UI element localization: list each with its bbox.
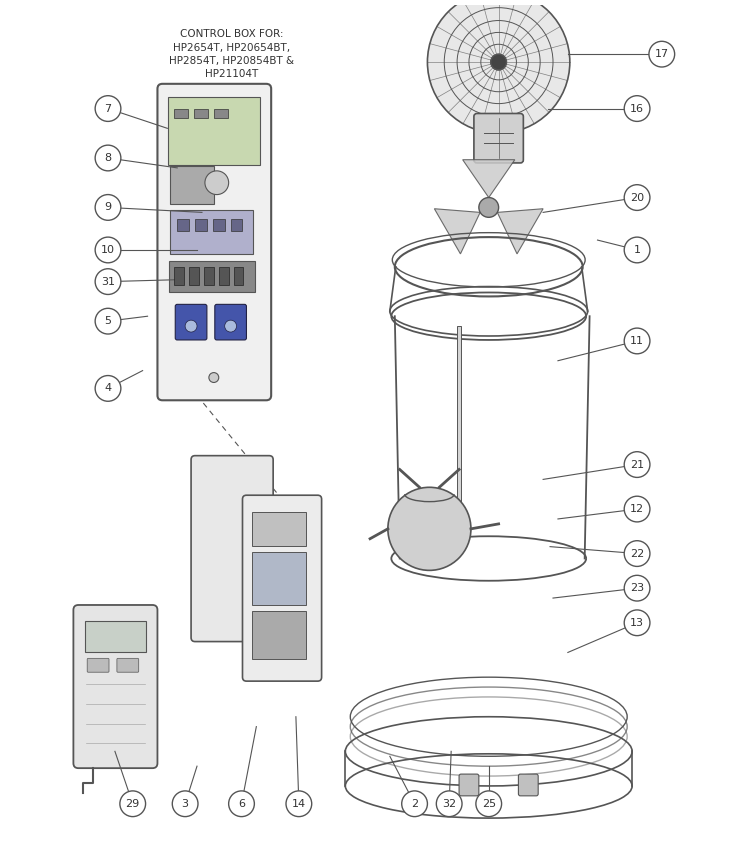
FancyBboxPatch shape xyxy=(214,109,228,118)
Circle shape xyxy=(205,171,229,195)
Text: 9: 9 xyxy=(105,202,111,212)
Text: 14: 14 xyxy=(292,799,306,808)
FancyBboxPatch shape xyxy=(195,219,207,231)
Text: 25: 25 xyxy=(482,799,496,808)
Circle shape xyxy=(649,42,675,67)
FancyBboxPatch shape xyxy=(87,659,109,672)
FancyBboxPatch shape xyxy=(194,109,208,118)
FancyBboxPatch shape xyxy=(170,166,214,205)
FancyBboxPatch shape xyxy=(168,97,260,165)
FancyBboxPatch shape xyxy=(169,261,256,292)
Text: 10: 10 xyxy=(101,245,115,255)
Circle shape xyxy=(476,790,502,817)
Text: 12: 12 xyxy=(630,504,644,514)
FancyBboxPatch shape xyxy=(234,267,244,285)
Text: 23: 23 xyxy=(630,583,644,593)
Circle shape xyxy=(624,610,650,636)
Text: 6: 6 xyxy=(238,799,245,808)
FancyBboxPatch shape xyxy=(117,659,138,672)
FancyBboxPatch shape xyxy=(253,611,306,660)
Text: 20: 20 xyxy=(630,193,644,202)
Text: 3: 3 xyxy=(182,799,189,808)
Circle shape xyxy=(96,195,121,220)
FancyBboxPatch shape xyxy=(174,267,184,285)
Circle shape xyxy=(624,96,650,122)
FancyBboxPatch shape xyxy=(189,267,199,285)
Circle shape xyxy=(96,96,121,122)
Circle shape xyxy=(96,237,121,263)
Circle shape xyxy=(96,145,121,171)
FancyBboxPatch shape xyxy=(474,114,523,163)
Circle shape xyxy=(120,790,146,817)
Circle shape xyxy=(402,790,427,817)
Circle shape xyxy=(209,372,219,382)
Text: 7: 7 xyxy=(105,104,111,114)
Text: 8: 8 xyxy=(105,153,111,163)
Text: 13: 13 xyxy=(630,618,644,628)
Circle shape xyxy=(624,541,650,566)
Circle shape xyxy=(624,496,650,522)
Circle shape xyxy=(624,237,650,263)
FancyBboxPatch shape xyxy=(242,496,322,681)
FancyBboxPatch shape xyxy=(74,605,157,768)
FancyBboxPatch shape xyxy=(219,267,229,285)
Circle shape xyxy=(172,790,198,817)
Text: 29: 29 xyxy=(126,799,140,808)
Text: 32: 32 xyxy=(442,799,456,808)
Circle shape xyxy=(185,320,197,332)
Circle shape xyxy=(624,575,650,601)
Circle shape xyxy=(624,328,650,354)
Text: CONTROL BOX FOR:
HP2654T, HP20654BT,
HP2854T, HP20854BT &
HP21104T: CONTROL BOX FOR: HP2654T, HP20654BT, HP2… xyxy=(169,30,294,79)
Circle shape xyxy=(624,451,650,478)
FancyBboxPatch shape xyxy=(253,552,306,605)
FancyBboxPatch shape xyxy=(253,512,306,546)
Text: 22: 22 xyxy=(630,548,644,558)
Text: 21: 21 xyxy=(630,460,644,469)
Circle shape xyxy=(286,790,312,817)
Circle shape xyxy=(225,320,237,332)
Text: 2: 2 xyxy=(411,799,418,808)
FancyBboxPatch shape xyxy=(191,456,273,642)
Text: 4: 4 xyxy=(105,383,111,394)
Text: 16: 16 xyxy=(630,104,644,114)
FancyBboxPatch shape xyxy=(177,219,189,231)
Circle shape xyxy=(388,487,471,570)
FancyBboxPatch shape xyxy=(175,304,207,340)
FancyBboxPatch shape xyxy=(518,774,538,796)
Text: 17: 17 xyxy=(655,49,669,60)
Circle shape xyxy=(96,376,121,401)
Text: 1: 1 xyxy=(634,245,641,255)
FancyBboxPatch shape xyxy=(85,620,146,653)
Circle shape xyxy=(229,790,254,817)
Text: 31: 31 xyxy=(101,276,115,286)
FancyBboxPatch shape xyxy=(231,219,242,231)
Circle shape xyxy=(96,309,121,334)
Text: 11: 11 xyxy=(630,336,644,346)
Text: 5: 5 xyxy=(105,316,111,326)
FancyBboxPatch shape xyxy=(157,84,271,400)
Circle shape xyxy=(479,197,499,218)
Circle shape xyxy=(491,54,507,70)
Circle shape xyxy=(96,269,121,294)
Circle shape xyxy=(427,0,570,133)
Polygon shape xyxy=(435,209,481,254)
FancyBboxPatch shape xyxy=(170,211,253,254)
Circle shape xyxy=(624,184,650,211)
FancyBboxPatch shape xyxy=(204,267,214,285)
FancyBboxPatch shape xyxy=(457,326,461,548)
FancyBboxPatch shape xyxy=(174,109,188,118)
Polygon shape xyxy=(497,209,543,254)
FancyBboxPatch shape xyxy=(459,774,479,796)
FancyBboxPatch shape xyxy=(215,304,247,340)
Circle shape xyxy=(436,790,462,817)
Polygon shape xyxy=(462,160,515,197)
FancyBboxPatch shape xyxy=(213,219,225,231)
